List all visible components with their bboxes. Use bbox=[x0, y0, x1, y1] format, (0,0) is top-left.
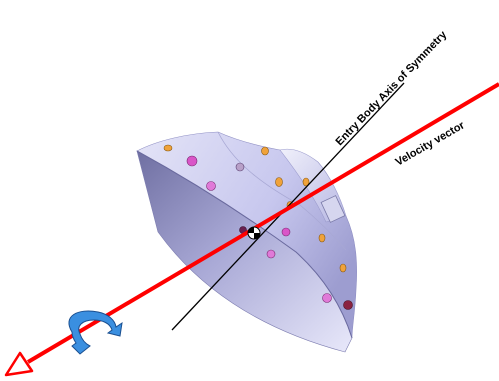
surface-markers bbox=[163, 144, 353, 310]
marker-orange bbox=[339, 263, 347, 273]
marker-pink bbox=[322, 293, 332, 303]
velocity-arrowhead bbox=[4, 351, 34, 377]
marker-pink bbox=[281, 227, 291, 237]
marker-orange bbox=[302, 177, 310, 187]
entry-capsule bbox=[136, 131, 357, 353]
marker-dark bbox=[343, 300, 353, 310]
backshell-seam bbox=[217, 131, 347, 251]
center-of-mass-icon bbox=[247, 226, 261, 240]
marker-orange bbox=[261, 146, 269, 156]
shell-seam bbox=[136, 150, 353, 339]
marker-pink bbox=[186, 155, 198, 167]
axis-of-symmetry-label: Entry Body Axis of Symmetry bbox=[334, 28, 450, 148]
marker-pink bbox=[206, 181, 216, 191]
marker-orange bbox=[318, 233, 326, 243]
marker-orange bbox=[163, 144, 173, 152]
marker-dark bbox=[235, 162, 245, 172]
cone-fitting bbox=[320, 195, 346, 223]
marker-pink bbox=[266, 249, 276, 259]
rotation-arrow-icon bbox=[68, 310, 123, 355]
marker-orange bbox=[275, 177, 283, 187]
